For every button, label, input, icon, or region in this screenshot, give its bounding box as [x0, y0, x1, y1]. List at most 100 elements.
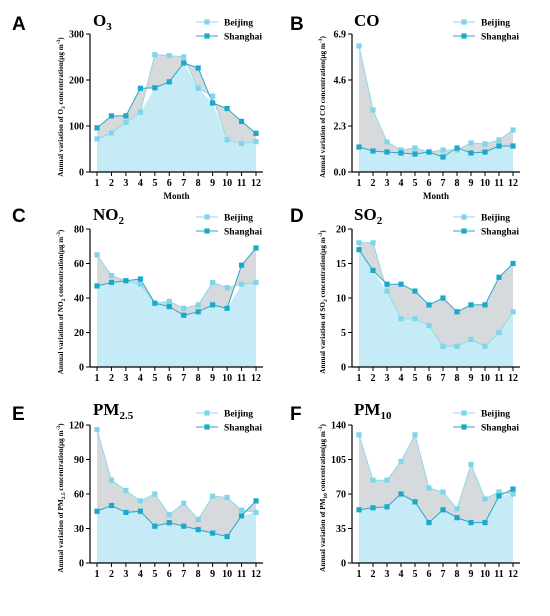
data-point-shanghai-7	[181, 60, 187, 66]
data-point-shanghai-10	[482, 519, 488, 526]
x-tick-label: 10	[222, 569, 232, 580]
y-axis-title-part: -3	[318, 426, 324, 431]
y-tick-label: 140	[331, 421, 346, 432]
data-point-beijing-11	[238, 507, 245, 513]
data-point-shanghai-9	[210, 530, 216, 536]
data-point-shanghai-8	[454, 309, 460, 315]
y-axis-title-part: )	[57, 37, 65, 40]
data-point-shanghai-10	[224, 533, 230, 540]
x-tick-label: 11	[237, 178, 246, 189]
x-tick-label: 2	[109, 373, 114, 384]
data-point-beijing-10	[482, 496, 488, 502]
data-point-shanghai-8	[454, 515, 460, 521]
panel-title: PM10	[354, 400, 392, 422]
data-point-shanghai-9	[468, 302, 474, 308]
data-point-shanghai-8	[195, 65, 201, 71]
data-point-shanghai-7	[440, 295, 446, 301]
y-axis-title-part: concentration(μg m	[57, 44, 65, 106]
y-axis-title-part: concentration(μg m	[319, 237, 327, 299]
x-tick-label: 10	[480, 373, 490, 384]
data-point-shanghai-5	[152, 300, 158, 306]
data-point-shanghai-2	[370, 267, 376, 273]
x-tick-label: 10	[480, 569, 490, 580]
legend-label-beijing: Beijing	[481, 214, 510, 224]
y-tick-label: 20	[336, 225, 346, 236]
data-point-beijing-4	[137, 498, 143, 504]
data-point-beijing-5	[412, 432, 418, 438]
data-point-shanghai-9	[210, 302, 216, 308]
panel-letter: A	[12, 14, 26, 35]
x-tick-label: 10	[222, 373, 232, 384]
x-tick-label: 5	[152, 373, 157, 384]
x-tick-label: 2	[109, 569, 114, 580]
legend-label-beijing: Beijing	[224, 214, 253, 224]
y-tick-label: 105	[331, 455, 346, 466]
x-tick-label: 9	[469, 178, 474, 189]
y-tick-label: 300	[69, 30, 84, 41]
data-point-shanghai-11	[496, 493, 502, 499]
panel-title-subscript: 2.5	[119, 410, 133, 422]
y-axis-title: Annual variation of SO2 concentration(μg…	[318, 230, 329, 374]
x-tick-label: 3	[123, 569, 128, 580]
x-tick-label: 1	[357, 178, 362, 189]
data-point-beijing-11	[238, 140, 245, 147]
panel-title-main: NO	[93, 205, 119, 224]
y-axis-title-part: 2	[61, 298, 67, 301]
y-axis-title-part: )	[57, 229, 65, 232]
data-point-beijing-1	[356, 43, 362, 49]
x-tick-label: 2	[371, 178, 376, 189]
area-under-series	[97, 280, 256, 367]
x-tick-label: 6	[167, 373, 172, 384]
x-tick-label: 7	[181, 373, 186, 384]
data-point-beijing-4	[137, 109, 143, 115]
x-tick-label: 6	[427, 569, 432, 580]
data-point-beijing-11	[496, 489, 502, 495]
data-point-beijing-1	[94, 427, 100, 433]
area-under-series	[97, 62, 256, 173]
data-point-shanghai-5	[412, 499, 418, 505]
data-point-beijing-12	[253, 509, 259, 515]
data-point-shanghai-4	[137, 85, 143, 91]
panel-title-main: PM	[93, 400, 119, 419]
data-point-beijing-10	[224, 494, 230, 501]
data-point-beijing-5	[152, 491, 158, 497]
data-point-beijing-8	[195, 85, 201, 91]
data-point-shanghai-3	[384, 149, 390, 155]
legend-marker-beijing	[461, 410, 467, 416]
panel-title-subscript: 3	[106, 21, 112, 33]
y-axis-title-part: -3	[56, 232, 62, 237]
data-point-beijing-4	[398, 316, 404, 322]
data-point-beijing-1	[94, 252, 100, 258]
data-point-beijing-11	[496, 137, 502, 143]
panel-title-main: O	[93, 11, 106, 30]
area-under-series	[97, 505, 256, 563]
panel-title-main: SO	[354, 205, 377, 224]
legend-marker-beijing	[204, 214, 210, 220]
data-point-beijing-3	[123, 487, 129, 494]
y-axis-title-part: -3	[56, 39, 62, 44]
y-axis-title-part: -3	[318, 38, 324, 43]
x-tick-label: 10	[480, 178, 490, 189]
x-tick-label: 5	[152, 569, 157, 580]
data-point-shanghai-4	[398, 150, 404, 156]
y-axis-title: Annual variation of CO concentration(μg …	[318, 35, 327, 177]
y-axis-title-part: -3	[56, 426, 62, 431]
y-axis-title-part: Annual variation of CO concentration(μg …	[319, 43, 327, 178]
x-tick-label: 4	[138, 178, 143, 189]
data-point-shanghai-8	[195, 527, 201, 533]
data-point-shanghai-12	[510, 260, 516, 267]
data-point-shanghai-4	[137, 508, 143, 514]
legend-marker-shanghai	[461, 424, 467, 430]
y-tick-label: 6.9	[334, 30, 347, 41]
x-tick-label: 12	[508, 373, 518, 384]
x-tick-label: 9	[210, 569, 215, 580]
legend-label-beijing: Beijing	[224, 19, 253, 29]
data-point-beijing-2	[370, 107, 376, 113]
legend-label-shanghai: Shanghai	[481, 424, 519, 434]
x-tick-label: 3	[123, 178, 128, 189]
data-point-shanghai-2	[108, 113, 115, 119]
x-tick-label: 1	[357, 569, 362, 580]
